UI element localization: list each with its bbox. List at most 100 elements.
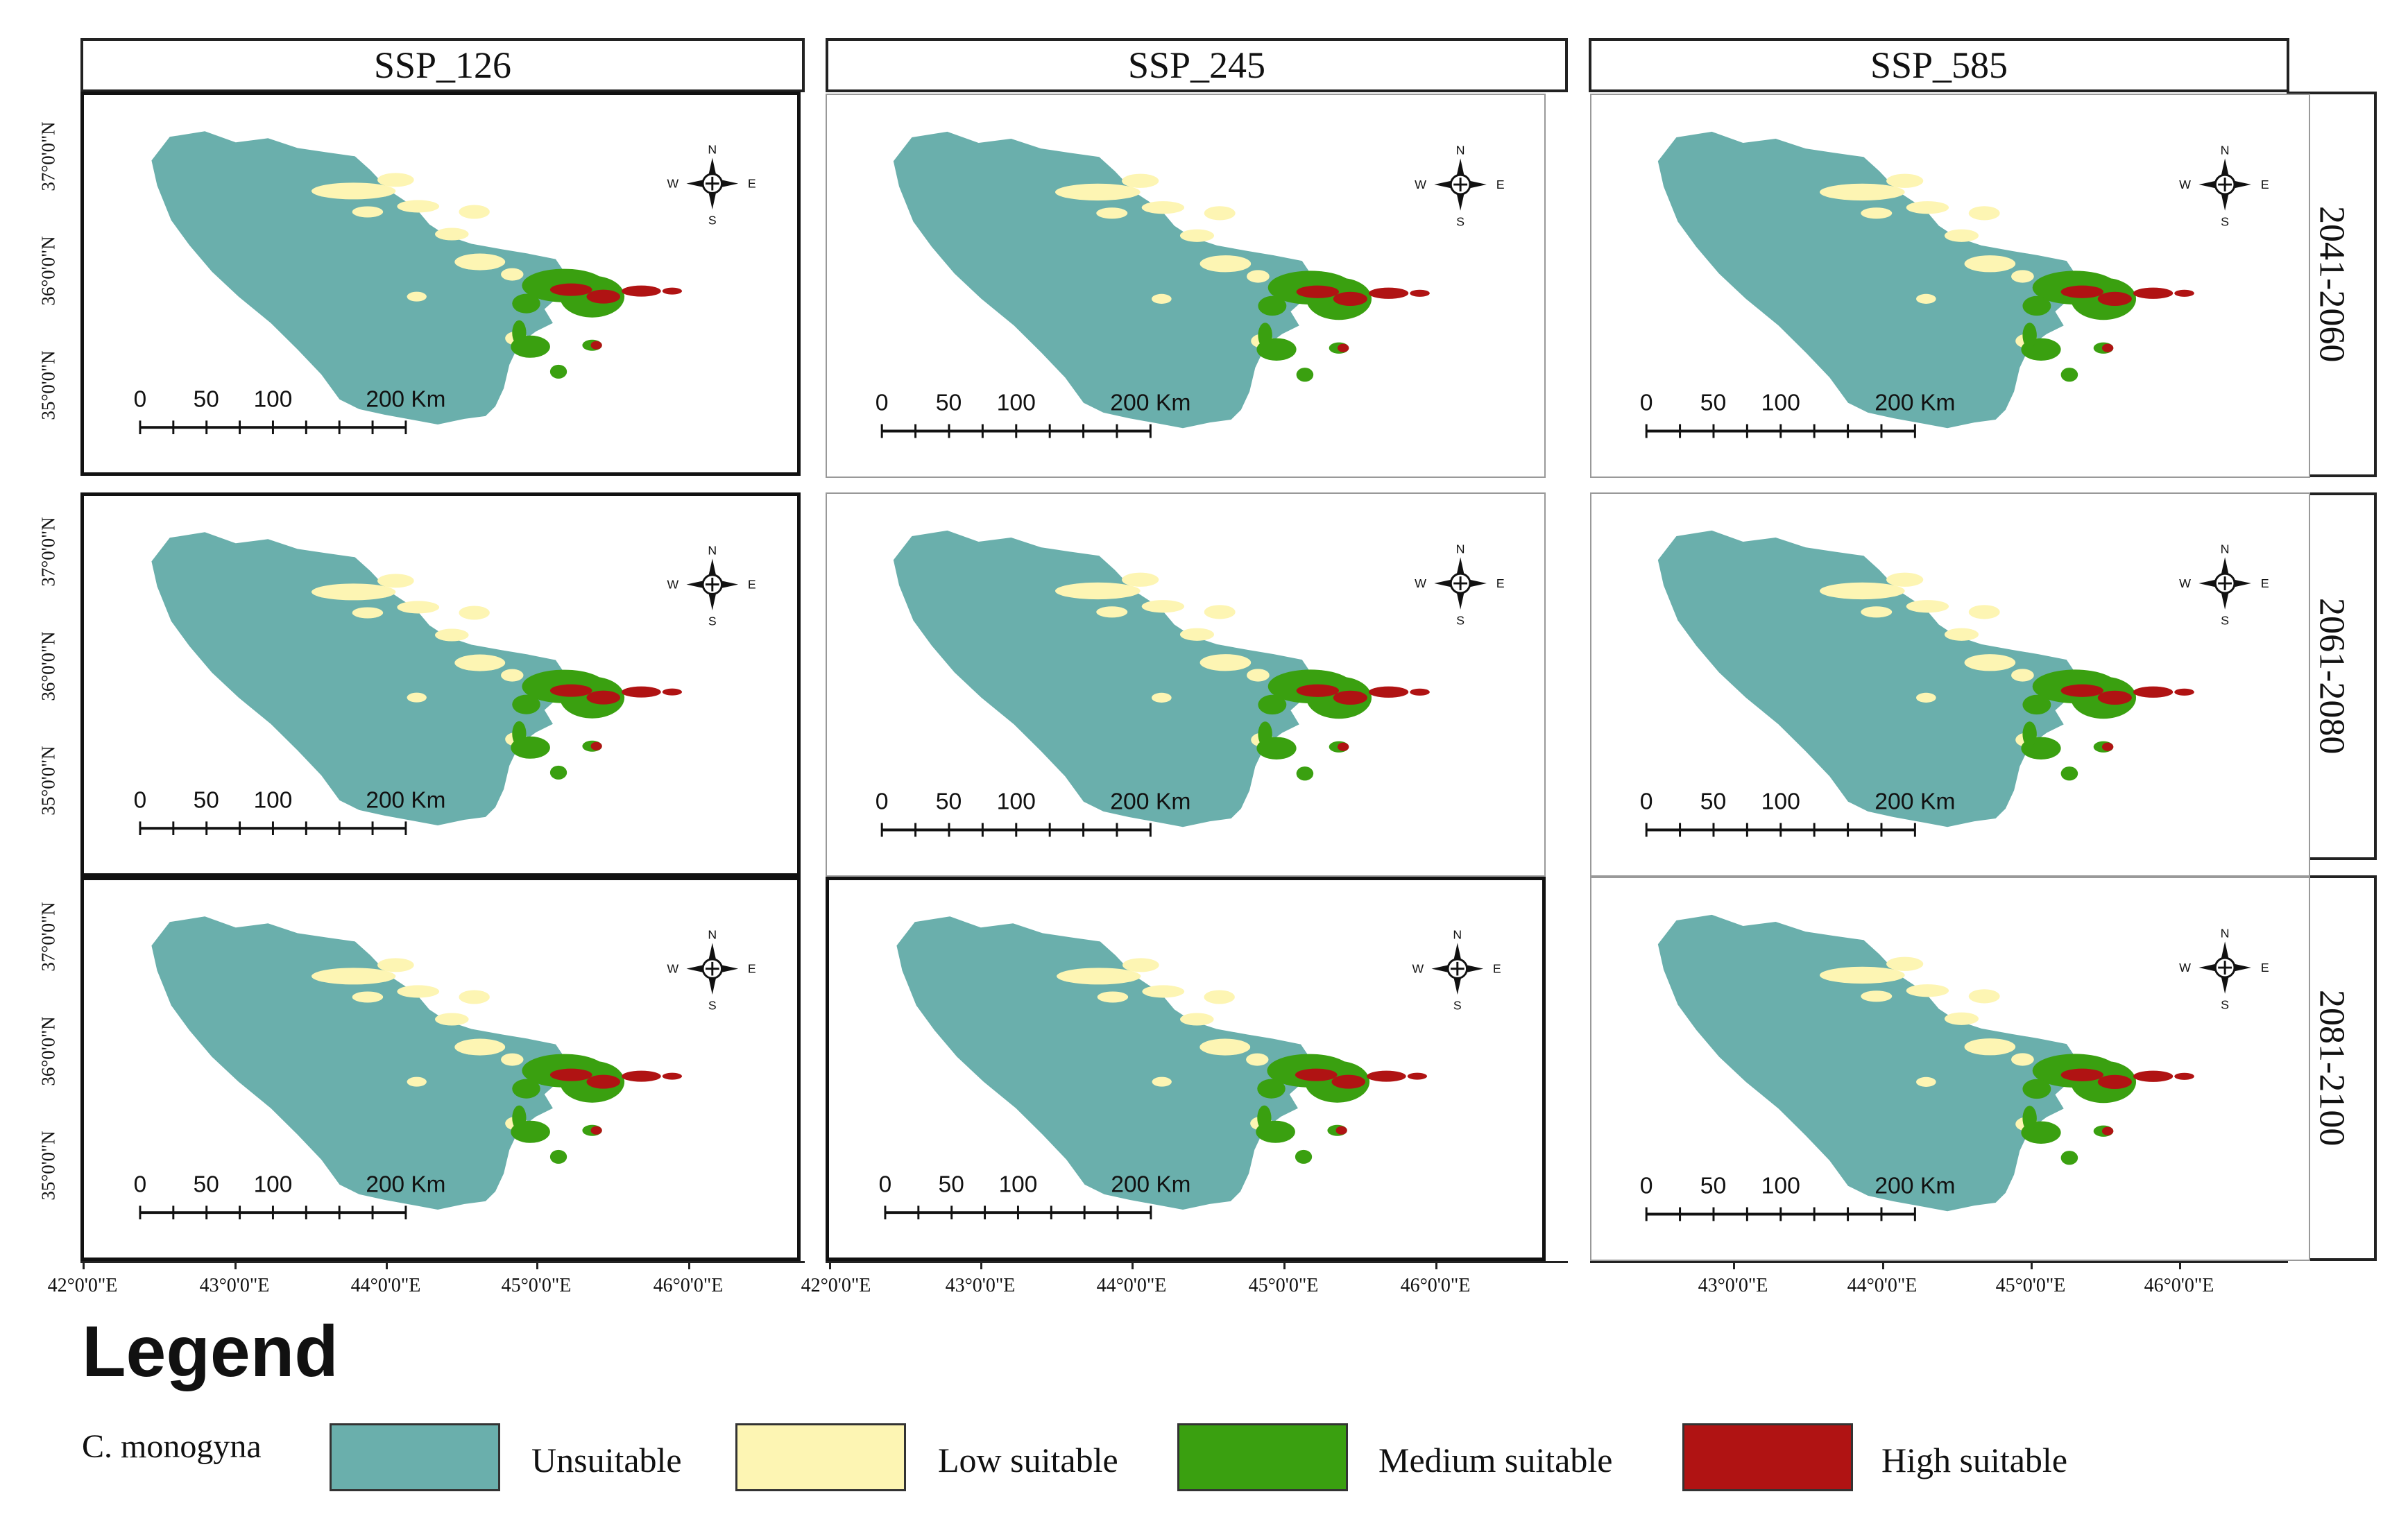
scale-bar-label-0: 0 <box>134 387 147 413</box>
high-suitable-area <box>586 289 621 304</box>
axis-tick <box>386 1261 388 1269</box>
scale-bar-label-0: 0 <box>876 390 889 416</box>
scale-bar-label-50: 50 <box>936 390 962 416</box>
low-suitable-area <box>1916 692 1936 703</box>
medium-suitable-area <box>549 364 567 379</box>
latitude-label: 35°0'0"N <box>37 746 59 816</box>
column-header-label: SSP_585 <box>1870 44 2008 86</box>
latitude-label: 36°0'0"N <box>37 236 59 306</box>
north-arrow-label-s: S <box>1456 215 1465 229</box>
legend-swatch-unsuitable <box>330 1423 500 1491</box>
high-suitable-area <box>1335 1126 1347 1135</box>
high-suitable-area <box>549 283 592 296</box>
low-suitable-area <box>501 268 524 281</box>
low-suitable-area <box>1861 207 1893 219</box>
north-arrow-cross <box>1450 961 1465 976</box>
high-suitable-area <box>662 287 683 295</box>
low-suitable-area <box>435 628 469 642</box>
column-header-ssp245: SSP_245 <box>826 38 1568 92</box>
region-unsuitable-area <box>151 131 567 424</box>
low-suitable-area <box>1179 628 1215 641</box>
low-suitable-area <box>2011 669 2034 682</box>
low-suitable-area <box>1204 206 1236 221</box>
low-suitable-area <box>1886 173 1924 188</box>
low-suitable-area <box>454 1038 506 1056</box>
scale-bar: 0 50 100 200 Km <box>1640 390 1956 438</box>
low-suitable-area <box>352 206 384 218</box>
longitude-label: 46°0'0"E <box>2144 1275 2214 1296</box>
low-suitable-area <box>435 1013 469 1026</box>
map-group <box>151 131 683 424</box>
low-suitable-area <box>1906 600 1949 613</box>
medium-suitable-area <box>1258 694 1287 715</box>
low-suitable-area <box>397 200 440 213</box>
low-suitable-area <box>1906 201 1949 214</box>
low-suitable-area <box>377 574 414 588</box>
low-suitable-area <box>397 601 440 614</box>
medium-suitable-area <box>1257 1079 1286 1099</box>
legend-label-high-suitable: High suitable <box>1881 1441 2068 1479</box>
low-suitable-area <box>311 182 396 200</box>
medium-suitable-area <box>1296 368 1314 382</box>
map-group <box>893 131 1430 429</box>
scale-bar: 0 50 100 200 Km <box>1640 1173 1956 1221</box>
high-suitable-area <box>549 684 592 697</box>
scale-bar: 0 50 100 200 Km <box>876 390 1191 438</box>
axis-tick <box>980 1261 982 1269</box>
scale-bar: 0 50 100 200 Km <box>879 1172 1190 1220</box>
medium-suitable-area <box>549 765 567 780</box>
north-arrow-cross <box>2218 961 2232 975</box>
low-suitable-area <box>1097 991 1129 1003</box>
high-suitable-area <box>2097 291 2132 306</box>
high-suitable-area <box>2060 285 2103 298</box>
north-arrow-label-e: E <box>2261 576 2269 590</box>
latitude-label: 36°0'0"N <box>37 631 59 701</box>
map-panel-ssp245-2081-2100: N S W E 0 50 100 200 Km <box>826 877 1546 1261</box>
longitude-label: 45°0'0"E <box>501 1275 572 1296</box>
north-arrow-label-n: N <box>708 927 717 941</box>
low-suitable-area <box>1819 183 1905 201</box>
low-suitable-area <box>1944 229 1979 242</box>
high-suitable-area <box>2101 343 2114 352</box>
medium-suitable-area <box>2060 368 2078 382</box>
longitude-label: 43°0'0"E <box>199 1275 270 1296</box>
north-arrow-label-s: S <box>708 615 717 628</box>
low-suitable-area <box>1199 654 1252 671</box>
map-panel-ssp126-2081-2100: N S W E 0 50 100 200 Km <box>80 877 801 1261</box>
high-suitable-area <box>1296 684 1339 697</box>
longitude-label: 43°0'0"E <box>945 1275 1016 1296</box>
low-suitable-area <box>2011 1053 2034 1066</box>
column-header-ssp126: SSP_126 <box>80 38 805 92</box>
region-unsuitable-area <box>1657 914 2078 1212</box>
north-arrow-label-n: N <box>708 142 717 156</box>
medium-suitable-area <box>1296 766 1314 781</box>
medium-suitable-area <box>1257 1105 1272 1131</box>
row-header-2061-2080: 2061-2080 <box>2287 492 2377 860</box>
low-suitable-area <box>454 253 506 271</box>
map-canvas: N S W E 0 50 100 200 Km <box>134 532 756 836</box>
latitude-label: 35°0'0"N <box>37 350 59 420</box>
north-arrow-label-e: E <box>748 177 756 191</box>
low-suitable-area <box>1180 1013 1214 1026</box>
low-suitable-area <box>407 291 427 302</box>
low-suitable-area <box>407 692 427 703</box>
scale-bar-label-0: 0 <box>876 789 889 815</box>
high-suitable-area <box>1296 285 1339 298</box>
scale-bar: 0 50 100 200 Km <box>134 1172 445 1220</box>
low-suitable-area <box>1122 173 1159 188</box>
north-arrow-cross <box>1453 576 1468 590</box>
high-suitable-area <box>622 285 661 297</box>
north-arrow-icon: N S W E <box>2179 542 2269 627</box>
scale-bar-label-200: 200 Km <box>1111 1172 1190 1198</box>
low-suitable-area <box>311 583 396 601</box>
low-suitable-area <box>1916 1076 1936 1087</box>
longitude-label: 42°0'0"E <box>801 1275 871 1296</box>
high-suitable-area <box>2101 1126 2114 1135</box>
north-arrow-icon: N S W E <box>1412 927 1501 1012</box>
row-header-label: 2081-2100 <box>2312 990 2352 1147</box>
scale-bar-label-100: 100 <box>1761 789 1800 815</box>
high-suitable-area <box>1337 742 1349 751</box>
longitude-label: 45°0'0"E <box>1248 1275 1319 1296</box>
legend-title: Legend <box>82 1312 339 1392</box>
longitude-label: 44°0'0"E <box>1096 1275 1167 1296</box>
